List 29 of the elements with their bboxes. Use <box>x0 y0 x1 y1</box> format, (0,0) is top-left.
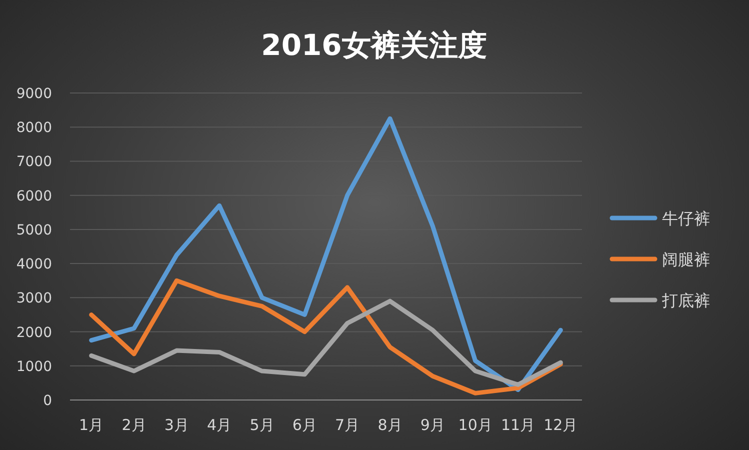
line-series <box>89 278 563 396</box>
legend-label: 牛仔裤 <box>662 209 710 228</box>
line-series <box>89 116 563 392</box>
legend-label: 阔腿裤 <box>662 250 710 269</box>
y-tick-label: 0 <box>43 393 52 409</box>
y-tick-label: 4000 <box>16 256 52 273</box>
y-tick-label: 5000 <box>16 222 52 238</box>
legend-label: 打底裤 <box>661 291 710 310</box>
x-tick-label: 8月 <box>378 416 402 434</box>
chart-title: 2016女裤关注度 <box>261 28 487 62</box>
y-tick-label: 2000 <box>16 324 52 341</box>
y-tick-label: 8000 <box>16 120 52 136</box>
line-series <box>89 298 563 387</box>
x-tick-label: 4月 <box>207 416 232 434</box>
y-tick-label: 1000 <box>16 358 52 375</box>
x-tick-label: 5月 <box>250 416 274 434</box>
y-tick-label: 3000 <box>16 290 52 307</box>
x-tick-label: 9月 <box>420 416 445 434</box>
x-tick-label: 12月 <box>544 416 578 434</box>
y-tick-label: 9000 <box>16 86 52 102</box>
x-tick-label: 11月 <box>500 416 536 434</box>
x-tick-label: 2月 <box>122 416 146 434</box>
x-tick-label: 7月 <box>335 416 360 434</box>
x-tick-label: 6月 <box>292 416 317 434</box>
x-tick-label: 10月 <box>458 416 492 434</box>
y-tick-label: 6000 <box>16 188 52 204</box>
y-tick-label: 7000 <box>16 154 52 170</box>
x-tick-label: 1月 <box>79 416 104 434</box>
x-tick-label: 3月 <box>164 416 189 434</box>
